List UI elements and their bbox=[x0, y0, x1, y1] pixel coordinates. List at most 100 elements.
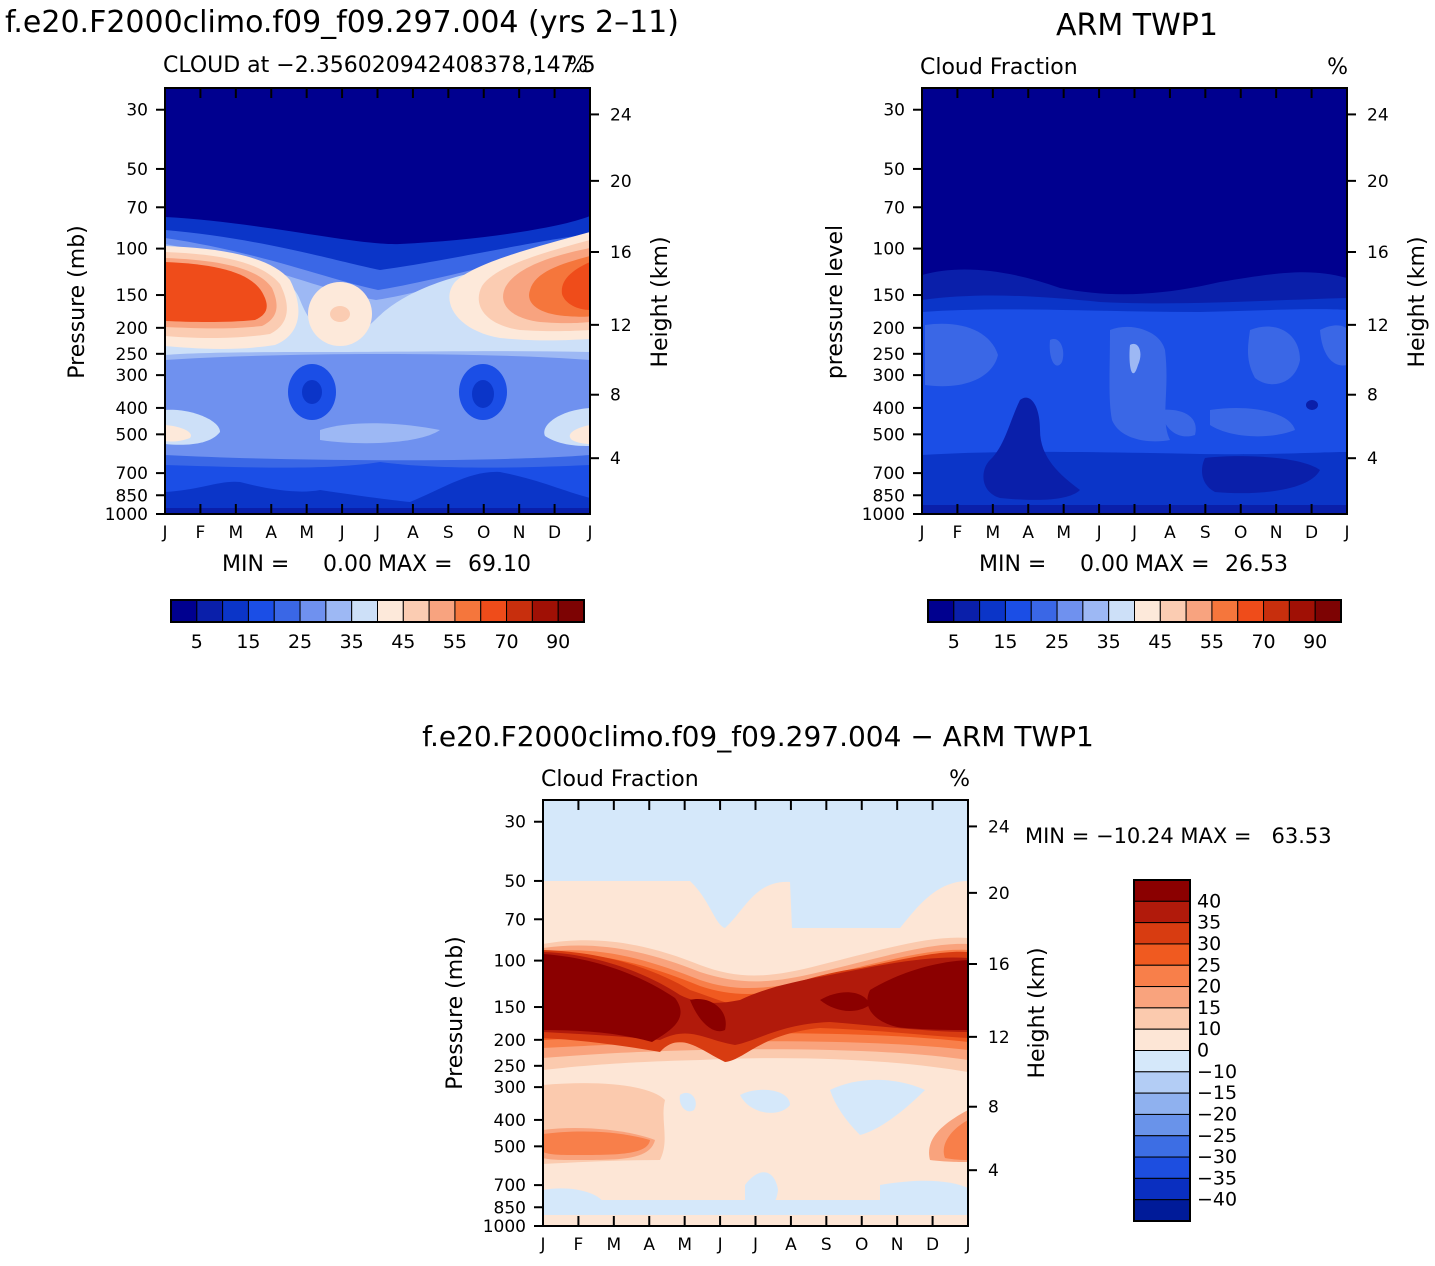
diff-xtick-label: A bbox=[785, 1235, 797, 1255]
diff-colorbar-box bbox=[1133, 1135, 1191, 1158]
model-max-label: MAX = bbox=[378, 552, 453, 577]
obs-colorbar-box bbox=[1030, 599, 1058, 623]
diff-colorbar-label: 25 bbox=[1197, 954, 1221, 976]
diff-colorbar-box bbox=[1133, 922, 1191, 945]
diff-colorbar-label: −10 bbox=[1197, 1061, 1237, 1083]
model-colorbar-label: 15 bbox=[236, 631, 260, 653]
model-contour-field bbox=[165, 88, 590, 514]
obs-contour-field bbox=[922, 88, 1347, 514]
diff-ytick-label: 50 bbox=[504, 872, 526, 892]
obs-xtick-label: M bbox=[985, 523, 1000, 543]
diff-colorbar-label: 40 bbox=[1197, 890, 1221, 912]
obs-xtick-label: A bbox=[1164, 523, 1176, 543]
diff-panel: f.e20.F2000climo.f09_f09.297.004 − ARM T… bbox=[422, 720, 1332, 1227]
diff-y2tick-label: 24 bbox=[988, 817, 1010, 837]
model-xtick-label: J bbox=[586, 523, 592, 543]
diff-y2tick-label: 8 bbox=[988, 1098, 999, 1118]
obs-colorbar-box bbox=[1134, 599, 1161, 623]
obs-colorbar-box bbox=[1082, 599, 1110, 623]
model-max-value: 69.10 bbox=[468, 552, 531, 577]
obs-ytick-label: 50 bbox=[883, 160, 905, 180]
diff-colorbar-box bbox=[1133, 1177, 1191, 1201]
diff-xtick-label: M bbox=[677, 1235, 692, 1255]
diff-title: f.e20.F2000climo.f09_f09.297.004 − ARM T… bbox=[422, 720, 1094, 753]
model-panel: f.e20.F2000climo.f09_f09.297.004 (yrs 2–… bbox=[5, 5, 679, 577]
obs-xtick-label: N bbox=[1270, 523, 1283, 543]
diff-colorbar-box bbox=[1133, 900, 1191, 924]
model-colorbar-label: 70 bbox=[494, 631, 518, 653]
obs-y2tick-label: 8 bbox=[1367, 386, 1378, 406]
diff-ytick-label: 500 bbox=[494, 1137, 526, 1157]
model-colorbar-label: 90 bbox=[546, 631, 570, 653]
diff-ytick-label: 150 bbox=[494, 998, 526, 1018]
obs-colorbar-box bbox=[1263, 599, 1290, 623]
diff-xtick-label: A bbox=[643, 1235, 655, 1255]
diff-contour-field bbox=[543, 800, 968, 1226]
model-colorbar-label: 55 bbox=[443, 631, 467, 653]
obs-ytick-label: 150 bbox=[873, 286, 905, 306]
obs-xtick-label: J bbox=[918, 523, 924, 543]
diff-colorbar-label: 10 bbox=[1197, 1018, 1221, 1040]
obs-colorbar-box bbox=[927, 599, 955, 623]
diff-colorbar-label: −25 bbox=[1197, 1125, 1237, 1147]
obs-colorbar: 5 15 25 35 45 55 70 90 bbox=[927, 599, 1342, 653]
model-xtick-label: D bbox=[548, 523, 561, 543]
diff-ytick-label: 30 bbox=[504, 813, 526, 833]
model-ytick-label: 200 bbox=[116, 319, 148, 339]
obs-colorbar-box bbox=[1314, 599, 1342, 623]
diff-colorbar-label: −40 bbox=[1197, 1189, 1237, 1211]
diff-colorbar-box bbox=[1133, 1199, 1191, 1222]
diff-colorbar-box bbox=[1133, 1028, 1191, 1051]
obs-title: ARM TWP1 bbox=[1056, 8, 1218, 43]
obs-colorbar-box bbox=[1211, 599, 1239, 623]
diff-ytick-label: 100 bbox=[494, 952, 526, 972]
obs-min-value: 0.00 bbox=[1080, 552, 1129, 577]
model-colorbar-box bbox=[402, 599, 430, 623]
obs-xtick-label: F bbox=[953, 523, 963, 543]
diff-colorbar-box bbox=[1133, 1050, 1191, 1073]
diff-ytick-label: 300 bbox=[494, 1078, 526, 1098]
diff-colorbar-label: 30 bbox=[1197, 933, 1221, 955]
obs-ytick-label: 250 bbox=[873, 345, 905, 365]
diff-xtick-label: O bbox=[855, 1235, 868, 1255]
model-ytick-label: 850 bbox=[116, 486, 148, 506]
model-ytick-label: 400 bbox=[116, 399, 148, 419]
model-ytick-label: 500 bbox=[116, 425, 148, 445]
model-ytick-label: 250 bbox=[116, 345, 148, 365]
obs-xtick-label: J bbox=[1343, 523, 1349, 543]
obs-ytick-label: 850 bbox=[873, 486, 905, 506]
model-colorbar-box bbox=[454, 599, 482, 623]
obs-y2tick-label: 4 bbox=[1367, 449, 1378, 469]
model-xtick-label: O bbox=[477, 523, 490, 543]
obs-max-value: 26.53 bbox=[1225, 552, 1288, 577]
model-y2tick-label: 12 bbox=[610, 316, 632, 336]
obs-y2label: Height (km) bbox=[1405, 236, 1430, 367]
obs-y2tick-label: 20 bbox=[1367, 172, 1389, 192]
obs-max-label: MAX = bbox=[1135, 552, 1210, 577]
obs-xtick-label: O bbox=[1234, 523, 1247, 543]
diff-colorbar-box bbox=[1133, 964, 1191, 988]
model-colorbar-box bbox=[299, 599, 327, 623]
model-ytick-label: 150 bbox=[116, 286, 148, 306]
model-y2tick-label: 4 bbox=[610, 449, 621, 469]
model-y2tick-label: 16 bbox=[610, 243, 632, 263]
obs-colorbar-box bbox=[1185, 599, 1213, 623]
obs-colorbar-box bbox=[979, 599, 1006, 623]
obs-colorbar-label: 35 bbox=[1097, 631, 1121, 653]
model-min-value: 0.00 bbox=[323, 552, 372, 577]
diff-xtick-label: J bbox=[717, 1235, 723, 1255]
model-ylabel: Pressure (mb) bbox=[65, 225, 90, 379]
model-colorbar-label: 5 bbox=[191, 631, 203, 653]
model-xtick-label: J bbox=[339, 523, 345, 543]
obs-colorbar-label: 5 bbox=[948, 631, 960, 653]
diff-colorbar-box bbox=[1133, 943, 1191, 966]
diff-colorbar-label: −20 bbox=[1197, 1103, 1237, 1125]
obs-xtick-label: J bbox=[1131, 523, 1137, 543]
diff-colorbar-label: 20 bbox=[1197, 976, 1221, 998]
diff-stats: MIN = −10.24 MAX = 63.53 bbox=[1025, 824, 1332, 848]
diff-colorbar-box bbox=[1133, 1113, 1191, 1137]
obs-colorbar-box bbox=[1056, 599, 1084, 623]
model-colorbar-box bbox=[531, 599, 559, 623]
